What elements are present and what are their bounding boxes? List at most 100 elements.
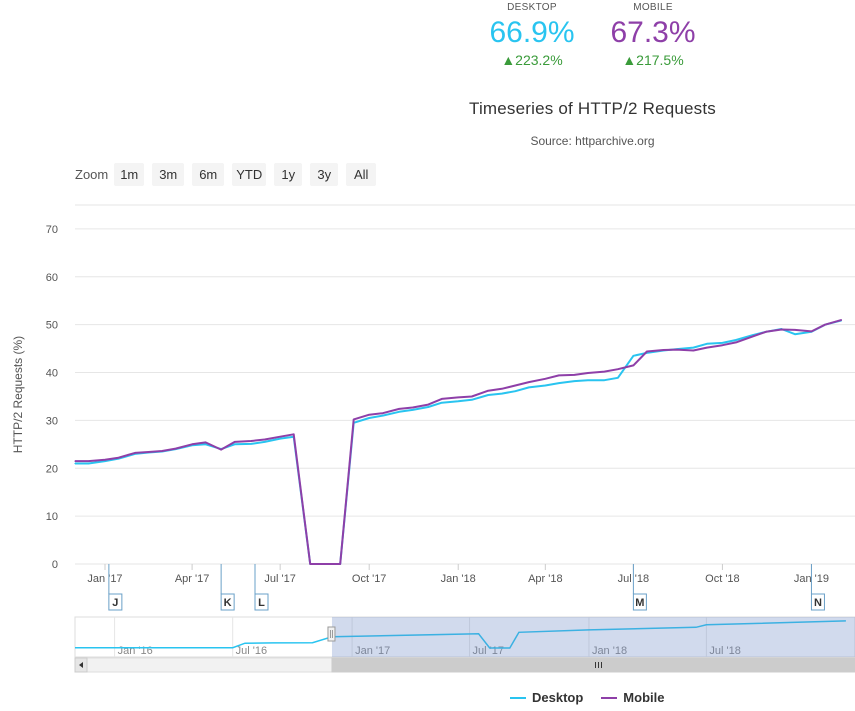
data-point-mobile [706,347,708,349]
data-point-mobile [134,452,136,454]
legend-item-mobile[interactable]: Mobile [601,690,664,705]
data-point-mobile [427,404,429,406]
data-point-mobile [587,372,589,374]
zoom-1y-button[interactable]: 1y [274,163,303,186]
desktop-stat-label: DESKTOP [507,2,557,13]
navigator-selected-range[interactable] [331,617,855,657]
y-tick-label: 0 [52,559,58,571]
data-point-mobile [104,459,106,461]
flag-label: K [224,597,232,609]
navigator-tick-label: Jul '16 [236,645,267,657]
axis-layer: 0 10 20 30 40 50 60 70 HTTP/2 Requests (%) Jan '1… [11,224,829,585]
data-point-mobile [191,443,193,445]
data-point-mobile [309,563,311,565]
data-point-desktop [471,399,473,401]
data-point-desktop [487,394,489,396]
data-point-desktop [514,390,516,392]
mobile-stat-value: 67.3% [610,16,696,49]
data-point-desktop [382,415,384,417]
x-tick-label: Jan '18 [441,573,476,585]
navigator-tick-label: Jan '16 [118,645,153,657]
data-point-mobile [735,341,737,343]
data-point-desktop [412,409,414,411]
data-point-mobile [87,460,90,462]
data-point-desktop [706,343,708,345]
data-point-desktop [587,379,589,381]
data-point-mobile [398,408,400,410]
data-point-mobile [161,450,163,452]
legend: Desktop Mobile [510,690,682,705]
legend-swatch-mobile [601,696,618,699]
y-tick-label: 60 [46,272,58,284]
zoom-1m-button[interactable]: 1m [114,163,145,186]
y-axis-label: HTTP/2 Requests (%) [11,336,25,453]
data-point-mobile [353,418,355,421]
data-point-mobile [147,451,150,453]
navigator-left-handle[interactable] [327,626,336,642]
flag-layer: J K L M N [108,564,825,611]
data-point-mobile [117,457,120,459]
scrollbar-thumb[interactable] [331,657,855,673]
series-line-mobile [75,318,842,565]
zoom-3m-button[interactable]: 3m [152,163,185,186]
flag-box [810,593,825,611]
zoom-6m-button[interactable]: 6m [192,163,225,186]
timeseries-chart[interactable]: 0 10 20 30 40 50 60 70 HTTP/2 Requests (%) Jan '1… [0,0,855,690]
legend-label-desktop: Desktop [532,690,584,705]
navigator-tick-label: Jan '17 [355,645,390,657]
desktop-stat-value: 66.9% [489,16,575,49]
chart-subtitle: Source: httparchive.org [530,134,655,148]
data-point-mobile [780,328,783,331]
mobile-stat: MOBILE 67.3% ▲217.5% [598,0,708,68]
y-tick-label: 40 [46,368,58,380]
data-point-mobile [74,460,76,462]
scroll-left-arrow-icon [79,662,83,668]
data-point-mobile [220,448,222,451]
data-point-mobile [558,374,560,377]
data-point-desktop [205,443,207,445]
data-point-mobile [279,436,281,438]
data-point-desktop [87,462,90,465]
data-point-desktop [279,437,281,440]
data-point-mobile [487,390,489,392]
series-layer [74,318,843,565]
y-tick-label: 70 [46,224,58,236]
data-point-desktop [794,333,796,335]
data-point-desktop [250,443,252,445]
desktop-stat: DESKTOP 66.9% ▲223.2% [477,0,587,68]
data-point-mobile [692,349,694,352]
data-point-mobile [264,438,266,441]
data-point-mobile [339,563,341,565]
zoom-ytd-button[interactable]: YTD [232,163,267,186]
y-tick-label: 50 [46,320,58,332]
data-point-mobile [471,395,473,398]
data-point-mobile [617,368,619,370]
x-tick-label: Jan '17 [87,573,122,585]
data-point-mobile [662,349,664,351]
data-point-desktop [573,380,575,382]
flag-label: M [635,597,644,609]
data-point-mobile [205,441,207,444]
legend-label-mobile: Mobile [623,690,665,705]
flag-label: L [258,597,265,609]
data-point-mobile [250,440,252,442]
data-point-mobile [810,330,813,332]
data-point-mobile [514,384,516,387]
zoom-all-button[interactable]: All [346,163,377,186]
legend-item-desktop[interactable]: Desktop [510,690,583,705]
data-point-mobile [528,381,530,383]
data-point-desktop [528,386,530,388]
navigator-tick-label: Jan '18 [592,645,627,657]
data-point-mobile [751,336,754,338]
data-point-desktop [632,355,634,357]
data-point-mobile [501,388,503,390]
x-tick-label: Oct '18 [705,573,740,585]
x-tick-label: Apr '17 [175,573,210,585]
data-point-desktop [603,379,605,381]
flag-box [632,593,647,611]
data-point-desktop [264,441,266,443]
zoom-3y-button[interactable]: 3y [310,163,339,186]
data-point-mobile [573,374,575,376]
y-tick-label: 20 [46,463,58,475]
